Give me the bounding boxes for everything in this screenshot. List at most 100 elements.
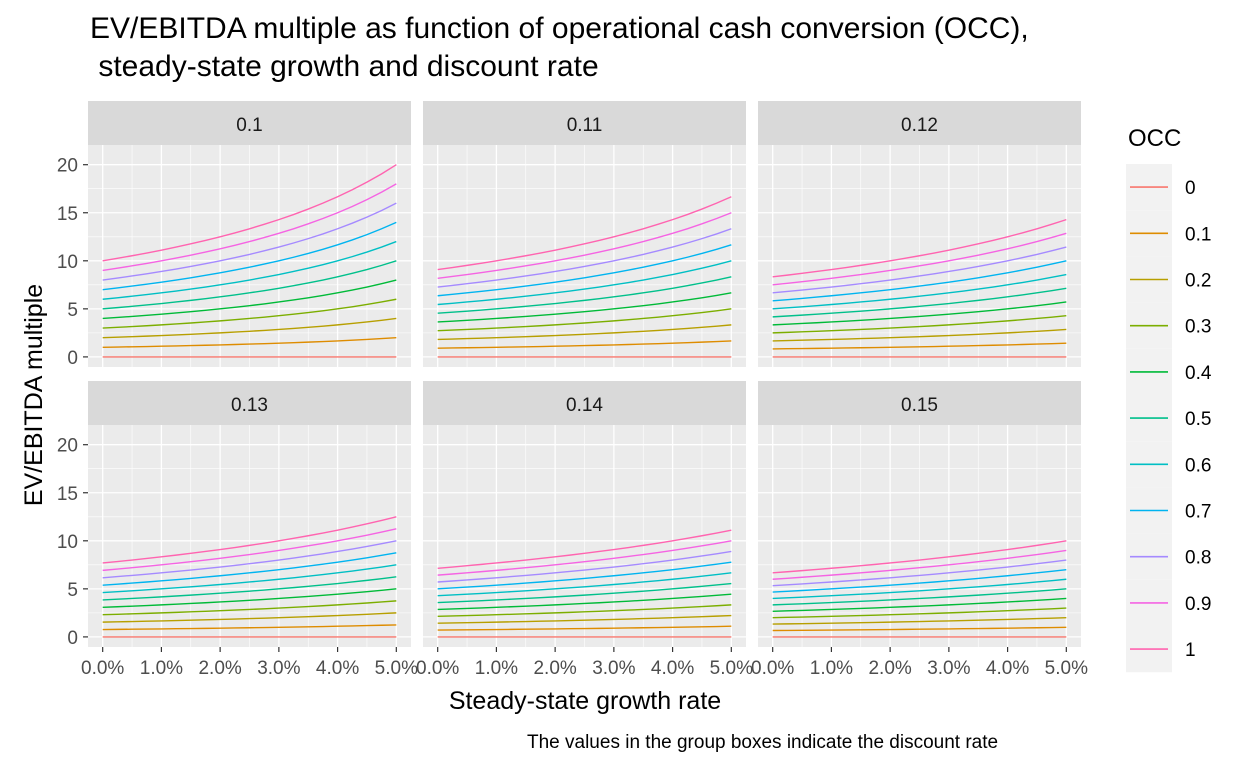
facet-strip	[423, 381, 746, 425]
series-line-occ-0.9	[772, 549, 1067, 580]
y-tick-label: 10	[57, 532, 78, 553]
facet-panel: 0.1 0 5 10 15 20	[57, 101, 411, 369]
series-line-occ-0.7	[102, 552, 397, 586]
x-tick-label: 2.0%	[533, 658, 576, 679]
x-tick-label: 1.0%	[810, 658, 853, 679]
x-tick-label: 2.0%	[198, 658, 241, 679]
y-tick-label: 20	[57, 156, 78, 177]
legend-title: OCC	[1128, 125, 1181, 152]
x-tick-label: 3.0%	[927, 658, 970, 679]
series-line-occ-0.8	[437, 228, 732, 288]
legend-label: 0.9	[1185, 594, 1211, 615]
series-line-occ-0.7	[102, 221, 397, 291]
legend-label: 0.5	[1185, 409, 1211, 430]
series-line-occ-0.6	[772, 578, 1067, 600]
x-tick-label: 1.0%	[475, 658, 518, 679]
facet-strip-label: 0.14	[566, 395, 603, 416]
series-line-occ-0.1	[102, 624, 397, 631]
series-line-occ-1	[772, 540, 1067, 574]
series-line-occ-0.6	[437, 572, 732, 597]
facet-panel: 0.15 0.0% 1.0% 2.0% 3.0% 4.0% 5.0%	[751, 381, 1088, 679]
legend-label: 0.6	[1185, 455, 1211, 476]
series-line-occ-0.9	[437, 212, 732, 279]
x-axis-label: Steady-state growth rate	[449, 687, 721, 715]
series-line-occ-0.1	[772, 342, 1067, 350]
series-line-occ-0.5	[102, 260, 397, 310]
series-line-occ-1	[102, 516, 397, 564]
series-line-occ-0.2	[102, 317, 397, 339]
facet-strip	[88, 381, 411, 425]
y-tick-label: 10	[57, 252, 78, 273]
x-tick-label: 4.0%	[986, 658, 1029, 679]
facet-strip-label: 0.12	[901, 115, 938, 136]
series-line-occ-0.6	[772, 273, 1067, 310]
series-line-occ-1	[772, 218, 1067, 278]
facet-strip-label: 0.1	[236, 115, 262, 136]
series-line-occ-0.9	[102, 183, 397, 272]
facet-panel: 0.13 0 5 10 15 20 0.0% 1.0% 2.0% 3.0% 4.0% 5.0%	[57, 381, 418, 679]
series-line-occ-0.4	[102, 588, 397, 609]
facet-panels: 0.1 0 5 10 15 20 0.11 0.12 0.13 0 5 10 15 20 0.0% 1.0% 2…	[57, 101, 1088, 679]
chart-subtitle: steady-state growth and discount rate	[90, 50, 599, 83]
y-tick-label: 15	[57, 204, 78, 225]
series-line-occ-0.4	[437, 593, 732, 611]
series-line-occ-0.1	[437, 625, 732, 631]
series-line-occ-0.2	[437, 324, 732, 341]
series-line-occ-0.8	[772, 559, 1067, 587]
facet-strip-label: 0.11	[567, 115, 603, 136]
series-line-occ-0.7	[437, 244, 732, 297]
chart-caption: The values in the group boxes indicate t…	[527, 732, 999, 753]
series-line-occ-0.9	[102, 528, 397, 572]
series-line-occ-0.8	[102, 202, 397, 281]
series-line-occ-0.3	[772, 315, 1067, 334]
legend-label: 0	[1185, 178, 1196, 199]
x-tick-label: 3.0%	[257, 658, 300, 679]
facet-panel: 0.12	[758, 101, 1081, 367]
y-axis-label: EV/EBITDA multiple	[20, 284, 48, 506]
series-line-occ-0.1	[102, 336, 397, 348]
series-line-occ-0.2	[772, 616, 1067, 625]
x-tick-label: 4.0%	[651, 658, 694, 679]
series-line-occ-0.9	[772, 232, 1067, 286]
y-tick-label: 20	[57, 436, 78, 457]
y-tick-label: 0	[67, 348, 78, 369]
series-line-occ-0.4	[772, 597, 1067, 612]
series-line-occ-0.3	[102, 600, 397, 616]
x-tick-label: 5.0%	[710, 658, 753, 679]
y-tick-label: 5	[67, 300, 78, 321]
series-line-occ-0.8	[437, 550, 732, 583]
series-line-occ-0.5	[102, 576, 397, 601]
series-line-occ-0.7	[437, 561, 732, 590]
series-line-occ-0.8	[102, 540, 397, 579]
x-tick-label: 5.0%	[1045, 658, 1088, 679]
facet-strip	[88, 101, 411, 145]
x-tick-label: 3.0%	[592, 658, 635, 679]
x-tick-label: 2.0%	[868, 658, 911, 679]
facet-panel: 0.11	[423, 101, 746, 367]
series-line-occ-0.1	[437, 340, 732, 349]
facet-strip	[758, 381, 1081, 425]
series-line-occ-0.3	[102, 298, 397, 329]
chart-title: EV/EBITDA multiple as function of operat…	[90, 12, 1029, 45]
series-line-occ-0.7	[772, 260, 1067, 302]
x-tick-label: 0.0%	[81, 658, 124, 679]
legend-label: 0.8	[1185, 548, 1211, 569]
series-line-occ-0.6	[102, 564, 397, 594]
series-line-occ-0.3	[437, 308, 732, 332]
y-tick-label: 0	[67, 628, 78, 649]
legend-label: 0.3	[1185, 317, 1211, 338]
legend-label: 0.4	[1185, 363, 1212, 384]
facet-panel: 0.14 0.0% 1.0% 2.0% 3.0% 4.0% 5.0%	[416, 381, 753, 679]
x-tick-label: 5.0%	[375, 658, 418, 679]
legend-label: 0.2	[1185, 271, 1211, 292]
legend-label: 0.1	[1185, 224, 1211, 245]
legend-label: 1	[1185, 640, 1196, 661]
series-line-occ-0.4	[437, 292, 732, 323]
series-line-occ-0.9	[437, 540, 732, 576]
x-tick-label: 4.0%	[316, 658, 359, 679]
series-line-occ-0.7	[772, 568, 1067, 593]
facet-strip	[423, 101, 746, 145]
facet-strip-label: 0.15	[901, 395, 938, 416]
legend-label: 0.7	[1185, 502, 1211, 523]
series-line-occ-0.4	[102, 279, 397, 320]
